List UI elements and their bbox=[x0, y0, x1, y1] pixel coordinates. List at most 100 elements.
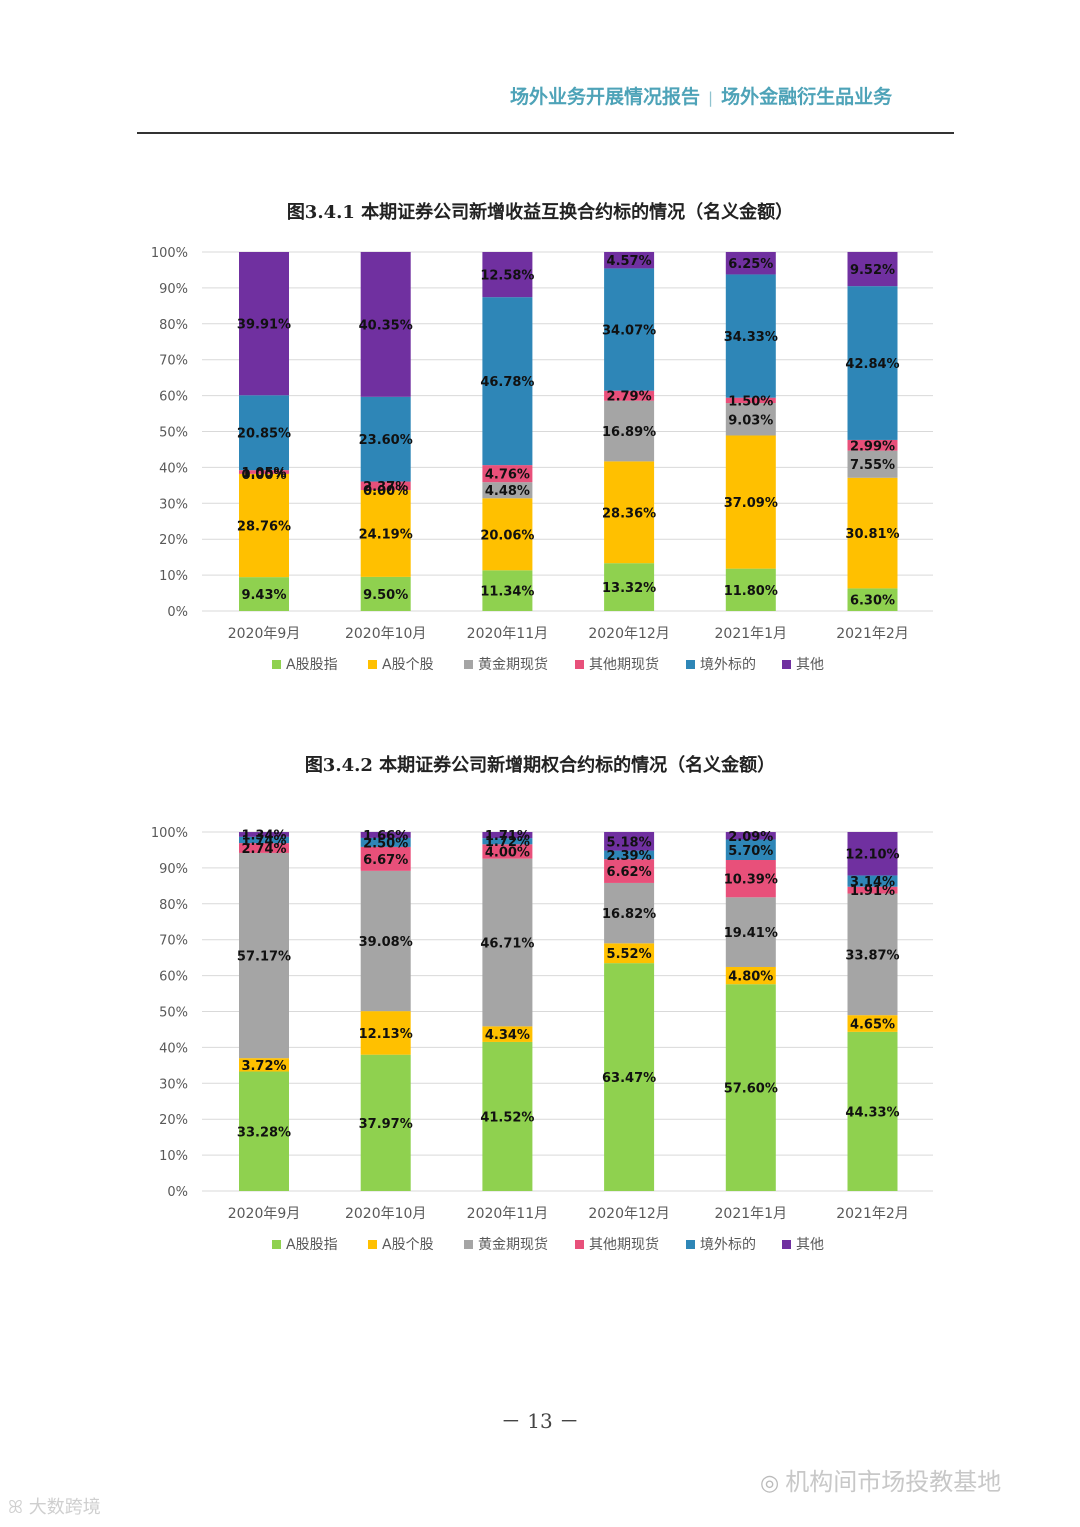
legend-label: 境外标的 bbox=[700, 1237, 756, 1253]
bar-segment bbox=[239, 1071, 289, 1191]
bar-segment bbox=[482, 252, 533, 298]
bar-segment bbox=[604, 850, 655, 860]
data-label: 5.52% bbox=[607, 947, 652, 962]
data-label: 11.80% bbox=[724, 584, 778, 599]
y-tick-label: 30% bbox=[159, 1077, 188, 1092]
x-tick-label: 2020年12月 bbox=[588, 626, 669, 642]
bar-segment bbox=[360, 846, 411, 871]
legend: A股股指 A股个股 黄金期现货 其他期现货 境外标的 其他 bbox=[272, 656, 824, 673]
bar-segment bbox=[604, 268, 655, 391]
data-label: 1.72% bbox=[485, 835, 530, 850]
data-label: 0.00% bbox=[241, 468, 286, 483]
data-label: 1.74% bbox=[241, 834, 286, 849]
data-label: 16.89% bbox=[602, 425, 656, 440]
legend-swatch bbox=[272, 660, 281, 669]
data-label: 3.14% bbox=[850, 875, 895, 890]
y-tick-label: 10% bbox=[159, 569, 188, 584]
bar-segment bbox=[239, 1058, 289, 1072]
legend-swatch bbox=[782, 1240, 791, 1249]
x-tick-label: 2020年10月 bbox=[345, 626, 426, 642]
y-tick-label: 20% bbox=[159, 533, 188, 548]
bar-segment bbox=[725, 984, 776, 1191]
y-tick-label: 80% bbox=[159, 318, 188, 333]
y-tick-label: 90% bbox=[159, 282, 188, 297]
legend-swatch bbox=[575, 1240, 584, 1249]
x-tick-label: 2021年2月 bbox=[836, 626, 909, 642]
data-label: 4.76% bbox=[485, 468, 530, 483]
bar-segment bbox=[725, 966, 776, 985]
bar-segment bbox=[239, 832, 289, 837]
legend-label: 黄金期现货 bbox=[478, 656, 548, 673]
legend-swatch bbox=[686, 660, 695, 669]
header-rule bbox=[137, 132, 954, 134]
data-label: 9.50% bbox=[363, 588, 408, 603]
bar-segment bbox=[604, 461, 655, 564]
y-tick-label: 70% bbox=[159, 354, 188, 369]
data-label: 3.72% bbox=[241, 1059, 286, 1074]
bar-segment bbox=[482, 1041, 533, 1191]
x-tick-label: 2021年2月 bbox=[836, 1206, 909, 1222]
data-label: 1.91% bbox=[850, 884, 895, 899]
data-label: 9.43% bbox=[241, 588, 286, 603]
data-label: 11.34% bbox=[480, 585, 534, 600]
x-tick-label: 2020年9月 bbox=[228, 1206, 301, 1222]
legend-label: A股个股 bbox=[382, 657, 434, 673]
bar-segment bbox=[360, 490, 411, 577]
legend: A股股指 A股个股 黄金期现货 其他期现货 境外标的 其他 bbox=[272, 1236, 824, 1253]
y-tick-label: 70% bbox=[159, 934, 188, 949]
legend-swatch bbox=[368, 660, 377, 669]
x-tick-label: 2020年12月 bbox=[588, 1206, 669, 1222]
report-header: 场外业务开展情况报告 | 场外金融衍生品业务 bbox=[510, 82, 892, 109]
data-label: 6.30% bbox=[850, 594, 895, 609]
y-tick-label: 40% bbox=[159, 1041, 188, 1056]
watermark-left: ꕤ 大数跨境 bbox=[8, 1493, 101, 1519]
legend-label: 其他 bbox=[796, 657, 824, 673]
bar-segment bbox=[725, 568, 776, 611]
y-tick-label: 30% bbox=[159, 497, 188, 512]
data-label: 20.85% bbox=[237, 427, 291, 442]
bar-segment bbox=[847, 832, 898, 876]
y-tick-label: 0% bbox=[167, 1185, 188, 1200]
bar-segment bbox=[604, 832, 655, 851]
bar-segment bbox=[847, 450, 898, 478]
y-tick-label: 50% bbox=[159, 426, 188, 441]
bar-segment bbox=[482, 858, 533, 1027]
bar-segment bbox=[360, 1011, 411, 1055]
watermark-left-text: 大数跨境 bbox=[28, 1497, 101, 1518]
chart2-option-underlying: 0% 10% 20% 30% 40% 50% 60% 70% 80% 90% 100% 2020年9月… bbox=[151, 826, 933, 1253]
data-label: 1.66% bbox=[363, 829, 408, 844]
logo-icon: ꕤ bbox=[8, 1497, 23, 1518]
bar-segment bbox=[239, 836, 289, 844]
legend-swatch bbox=[464, 660, 473, 669]
y-tick-label: 100% bbox=[151, 246, 188, 261]
page-number: － 13 － bbox=[500, 1409, 580, 1433]
bar-segment bbox=[847, 477, 898, 589]
bar-segment bbox=[604, 563, 655, 611]
data-label: 39.08% bbox=[359, 935, 413, 950]
bar-segment bbox=[604, 882, 655, 944]
legend-label: 境外标的 bbox=[700, 657, 756, 673]
bar-segment bbox=[847, 875, 898, 887]
bar-segment bbox=[604, 943, 655, 964]
legend-label: 其他期现货 bbox=[589, 656, 659, 673]
watermark-right: ◎ 机构间市场投教基地 bbox=[760, 1462, 1001, 1497]
data-label: 39.91% bbox=[237, 318, 291, 333]
bar-segment bbox=[239, 470, 289, 474]
legend-swatch bbox=[368, 1240, 377, 1249]
chart2-title: 图3.4.2 本期证券公司新增期权合约标的情况（名义金额） bbox=[304, 755, 776, 776]
bar-segment bbox=[847, 286, 898, 440]
data-label: 10.39% bbox=[724, 873, 778, 888]
legend-label: 其他期现货 bbox=[589, 1236, 659, 1253]
data-label: 6.62% bbox=[607, 865, 652, 880]
data-label: 2.74% bbox=[241, 842, 286, 857]
data-label: 4.80% bbox=[728, 970, 773, 985]
x-tick-label: 2020年10月 bbox=[345, 1206, 426, 1222]
data-label: 6.67% bbox=[363, 853, 408, 868]
data-label: 6.25% bbox=[728, 257, 773, 272]
data-label: 4.65% bbox=[850, 1018, 895, 1033]
data-label: 24.19% bbox=[359, 527, 413, 542]
bar-segment bbox=[360, 576, 411, 611]
bar-segment bbox=[360, 481, 411, 491]
data-label: 4.48% bbox=[485, 484, 530, 499]
x-tick-label: 2020年11月 bbox=[467, 626, 548, 642]
